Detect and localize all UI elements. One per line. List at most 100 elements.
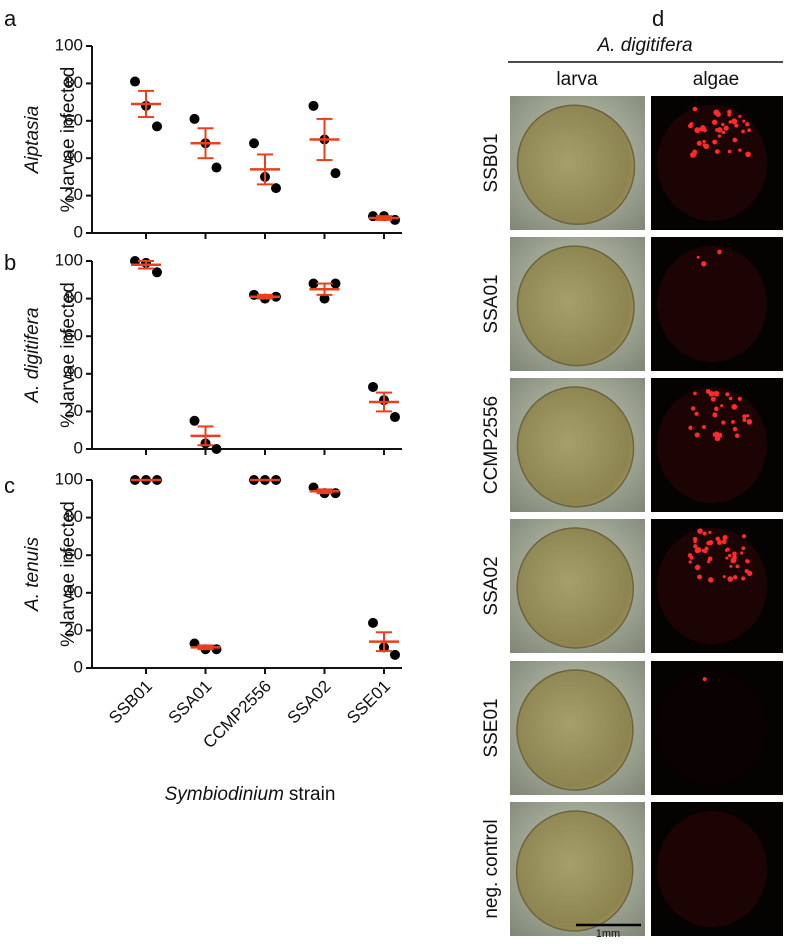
y-tick-label: 0: [74, 222, 83, 241]
x-tick-label: SSE01: [343, 677, 394, 728]
algae-cell: [732, 551, 737, 557]
algae-cell: [717, 134, 722, 138]
y-tick-label: 40: [64, 148, 83, 167]
algae-cell: [738, 148, 742, 152]
species-label: Aiptasia: [22, 106, 43, 175]
algae-cell: [738, 114, 742, 118]
algae-cell: [717, 540, 722, 545]
algae-cell: [737, 396, 742, 401]
algae-cell: [696, 255, 700, 259]
algae-cell: [694, 564, 701, 571]
algae-cell: [721, 539, 727, 545]
algae-cell: [712, 432, 718, 438]
algae-cell: [727, 149, 732, 154]
data-point: [130, 76, 140, 87]
column-label: algae: [693, 69, 740, 90]
y-tick-label: 20: [64, 620, 83, 639]
algae-cell: [727, 576, 734, 582]
algae-cell: [728, 553, 732, 558]
data-point: [211, 162, 222, 173]
algae-cell: [729, 564, 733, 568]
algae-cell: [697, 574, 702, 580]
algae-cell: [742, 119, 746, 123]
panel-label: b: [4, 250, 16, 275]
panel-label: c: [4, 473, 15, 498]
algae-glow: [657, 528, 767, 644]
panel-title: A. digitifera: [596, 35, 692, 56]
algae-cell: [741, 576, 746, 581]
y-tick-label: 60: [64, 326, 83, 345]
algae-cell: [747, 128, 751, 133]
algae-cell: [747, 570, 753, 577]
algae-cell: [692, 106, 698, 112]
algae-cell: [688, 425, 693, 430]
algae-cell: [732, 137, 738, 143]
data-point: [189, 415, 200, 426]
algae-cell: [720, 404, 724, 408]
algae-cell: [688, 123, 693, 129]
algae-cell: [694, 432, 700, 438]
algae-glow: [657, 105, 767, 221]
panel-label: d: [652, 6, 664, 31]
algae-cell: [715, 128, 719, 132]
data-point: [308, 278, 319, 289]
algae-image: [651, 378, 783, 512]
y-tick-label: 40: [64, 582, 83, 601]
algae-cell: [702, 139, 706, 144]
algae-cell: [702, 677, 707, 682]
row-label: CCMP2556: [481, 396, 502, 494]
data-point: [130, 256, 140, 266]
algae-cell: [690, 406, 696, 411]
algae-cell: [692, 152, 697, 157]
column-label: larva: [556, 69, 598, 90]
y-tick-label: 0: [74, 438, 83, 457]
data-point: [390, 649, 400, 660]
algae-cell: [713, 390, 720, 397]
larva-body: [516, 669, 634, 791]
algae-cell: [712, 139, 718, 145]
y-tick-label: 0: [74, 657, 83, 676]
algae-image: [651, 237, 783, 371]
row-label: SSB01: [481, 133, 502, 192]
algae-cell: [741, 546, 746, 551]
y-tick-label: 100: [55, 250, 83, 269]
algae-cell: [722, 575, 726, 579]
larva-body: [516, 386, 635, 508]
algae-image: [651, 519, 783, 653]
algae-cell: [702, 531, 707, 536]
panel-label: a: [4, 6, 17, 31]
algae-cell: [706, 560, 711, 564]
algae-cell: [734, 123, 739, 128]
data-point: [271, 183, 281, 194]
algae-cell: [742, 414, 747, 419]
algae-cell: [706, 540, 711, 546]
algae-cell: [725, 556, 729, 560]
algae-cell: [747, 421, 752, 425]
algae-cell: [745, 559, 749, 563]
algae-cell: [725, 392, 730, 397]
y-tick-label: 20: [64, 185, 83, 204]
y-tick-label: 100: [55, 469, 83, 488]
data-point: [308, 482, 319, 493]
algae-cell: [711, 119, 718, 125]
algae-cell: [687, 553, 693, 558]
algae-cell: [733, 575, 738, 580]
algae-cell: [703, 143, 710, 150]
algae-cell: [715, 536, 720, 542]
algae-glow: [657, 670, 767, 786]
data-point: [189, 113, 200, 124]
x-tick-label: SSA01: [165, 677, 216, 728]
larva-body: [516, 104, 636, 225]
x-tick-label: SSA02: [284, 677, 335, 728]
larva-body: [515, 810, 634, 932]
algae-cell: [693, 391, 697, 396]
x-axis-title-rest: strain: [289, 784, 335, 805]
algae-glow: [657, 246, 767, 362]
row-label: neg. control: [481, 819, 502, 918]
algae-cell: [741, 129, 745, 134]
row-label: SSE01: [481, 698, 502, 757]
x-axis-title: Symbiodinium strain: [165, 784, 336, 805]
algae-cell: [723, 125, 729, 131]
algae-image: [651, 661, 783, 795]
y-tick-label: 60: [64, 545, 83, 564]
